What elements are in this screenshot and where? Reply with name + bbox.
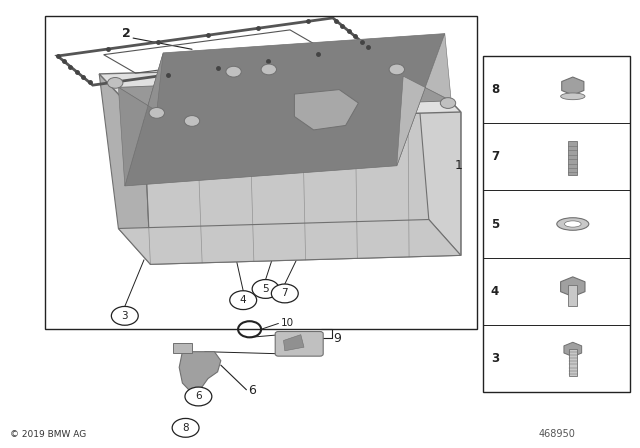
- Polygon shape: [144, 112, 461, 264]
- Text: 4: 4: [491, 284, 499, 298]
- FancyBboxPatch shape: [275, 332, 323, 356]
- Polygon shape: [397, 34, 451, 166]
- Polygon shape: [173, 343, 192, 353]
- Circle shape: [184, 116, 200, 126]
- Circle shape: [149, 108, 164, 118]
- Bar: [483, 56, 630, 392]
- Polygon shape: [284, 335, 304, 351]
- Text: 6: 6: [195, 392, 202, 401]
- Polygon shape: [294, 90, 358, 130]
- Text: 4: 4: [240, 295, 246, 305]
- Circle shape: [172, 418, 199, 437]
- Circle shape: [271, 284, 298, 303]
- Text: © 2019 BMW AG: © 2019 BMW AG: [10, 430, 86, 439]
- Polygon shape: [416, 65, 461, 255]
- Polygon shape: [118, 53, 163, 186]
- Text: 7: 7: [282, 289, 288, 298]
- Circle shape: [440, 98, 456, 108]
- Text: 7: 7: [491, 150, 499, 164]
- Text: 2: 2: [122, 27, 131, 40]
- Ellipse shape: [564, 221, 581, 227]
- Ellipse shape: [557, 218, 589, 230]
- Polygon shape: [118, 220, 461, 264]
- Text: 5: 5: [262, 284, 269, 294]
- Text: 1: 1: [454, 159, 462, 172]
- Text: 468950: 468950: [538, 429, 575, 439]
- Bar: [568, 285, 577, 306]
- Polygon shape: [99, 74, 150, 264]
- Polygon shape: [118, 76, 451, 111]
- Circle shape: [261, 64, 276, 75]
- Circle shape: [108, 78, 123, 88]
- Text: 3: 3: [491, 352, 499, 365]
- Circle shape: [252, 280, 279, 298]
- Text: 8: 8: [182, 423, 189, 433]
- Text: 3: 3: [122, 311, 128, 321]
- Text: 6: 6: [248, 384, 256, 397]
- Circle shape: [230, 291, 257, 310]
- Text: 9: 9: [333, 332, 340, 345]
- Text: 10: 10: [280, 318, 294, 327]
- Circle shape: [226, 66, 241, 77]
- Text: 5: 5: [491, 217, 499, 231]
- Circle shape: [185, 387, 212, 406]
- Ellipse shape: [561, 93, 585, 99]
- Polygon shape: [99, 65, 461, 121]
- Bar: [569, 349, 577, 376]
- Polygon shape: [125, 34, 445, 186]
- Circle shape: [111, 306, 138, 325]
- Circle shape: [389, 64, 404, 75]
- Bar: [568, 141, 577, 175]
- Polygon shape: [179, 352, 221, 392]
- Text: 8: 8: [491, 83, 499, 96]
- Bar: [45, 16, 477, 329]
